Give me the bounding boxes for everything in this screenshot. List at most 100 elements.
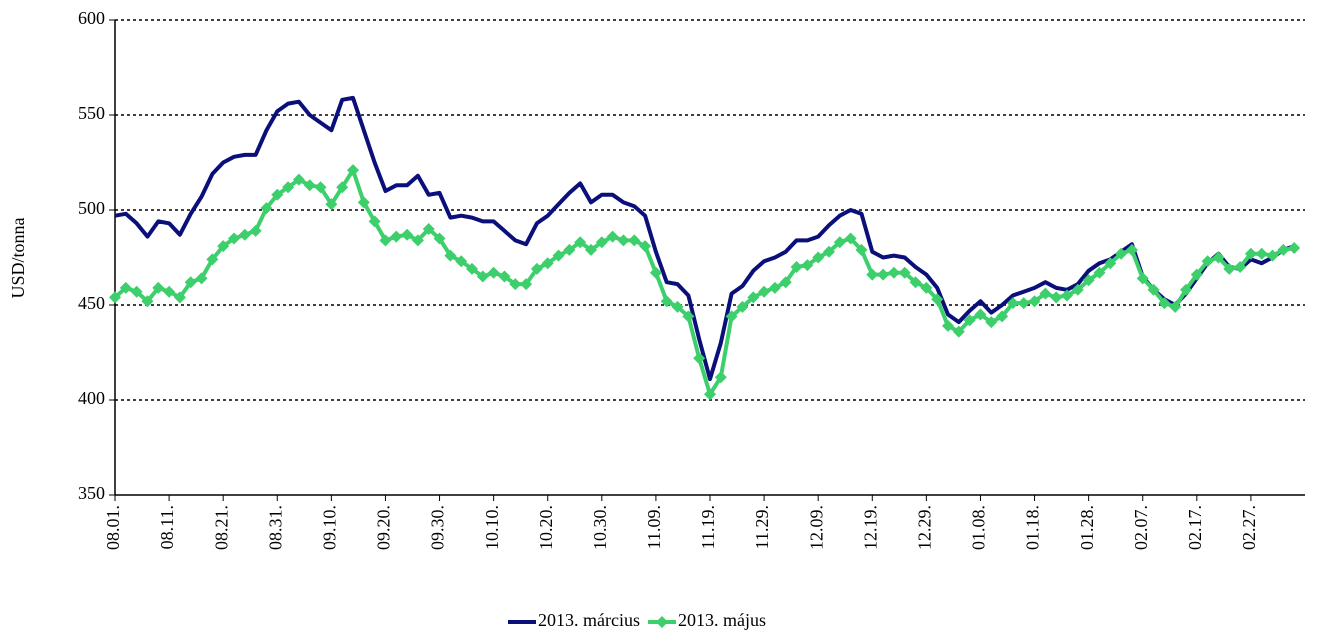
legend-marker — [655, 616, 668, 628]
series-marker — [1244, 247, 1257, 260]
series-marker — [996, 310, 1009, 323]
series-marker — [1136, 272, 1149, 285]
series-marker — [282, 181, 295, 194]
series-marker — [1169, 300, 1182, 313]
series-marker — [152, 281, 165, 294]
x-tick-label: 09.20. — [374, 505, 394, 550]
x-tick-label: 01.28. — [1077, 505, 1097, 550]
y-tick-label: 600 — [78, 8, 105, 28]
series-marker — [628, 234, 641, 247]
series-marker — [1223, 262, 1236, 275]
x-tick-label: 12.29. — [914, 505, 934, 550]
series-marker — [238, 228, 251, 241]
x-tick-label: 08.31. — [265, 505, 285, 550]
series-marker — [1028, 295, 1041, 308]
series-marker — [1180, 283, 1192, 296]
x-tick-label: 11.29. — [752, 505, 772, 549]
series-marker — [336, 181, 349, 194]
series-marker — [866, 268, 879, 281]
series-marker — [173, 291, 186, 304]
y-tick-label: 350 — [78, 483, 105, 503]
legend-label: 2013. március — [538, 610, 640, 630]
series-marker — [1190, 268, 1203, 281]
series-marker — [433, 232, 446, 245]
series-marker — [347, 164, 359, 177]
series-marker — [671, 300, 684, 313]
series-marker — [1201, 255, 1214, 268]
series-marker — [487, 266, 500, 279]
series-marker — [1288, 242, 1301, 254]
x-tick-label: 12.19. — [860, 505, 880, 550]
y-tick-label: 550 — [78, 103, 105, 123]
series-marker — [401, 228, 414, 241]
series-marker — [942, 319, 954, 332]
x-tick-label: 09.10. — [319, 505, 339, 550]
x-tick-label: 01.18. — [1023, 505, 1043, 550]
series-marker — [390, 230, 403, 243]
series-marker — [1071, 283, 1084, 296]
x-tick-label: 02.27. — [1239, 505, 1259, 550]
x-tick-label: 10.20. — [536, 505, 556, 550]
series-marker — [801, 259, 814, 272]
series-marker — [736, 300, 749, 313]
series-marker — [379, 234, 392, 247]
series-marker — [606, 230, 619, 243]
series-marker — [649, 266, 662, 279]
series-marker — [184, 276, 197, 289]
series-marker — [271, 188, 284, 201]
x-tick-label: 02.07. — [1131, 505, 1151, 550]
series-marker — [920, 281, 933, 294]
series-marker — [303, 179, 316, 192]
series-marker — [833, 236, 846, 249]
legend-label: 2013. május — [678, 610, 766, 630]
series-marker — [1115, 247, 1128, 260]
series-marker — [422, 223, 435, 235]
series-marker — [444, 249, 457, 262]
series-marker — [1266, 249, 1279, 262]
series-marker — [963, 314, 976, 327]
series-marker — [790, 261, 803, 273]
series-marker — [260, 202, 273, 215]
series-marker — [693, 352, 706, 365]
series-marker — [1277, 243, 1290, 256]
x-tick-label: 01.08. — [969, 505, 989, 550]
series-marker — [639, 240, 652, 253]
series-marker — [898, 266, 911, 279]
series-marker — [585, 243, 597, 256]
series-marker — [909, 276, 922, 289]
series-marker — [1017, 297, 1030, 310]
series-marker — [141, 295, 154, 308]
series-marker — [823, 245, 835, 258]
series-marker — [887, 266, 900, 279]
series-marker — [714, 371, 727, 384]
series-marker — [119, 281, 132, 294]
series-marker — [1255, 247, 1268, 260]
series-marker — [325, 198, 338, 211]
series-marker — [455, 255, 468, 268]
series-marker — [855, 243, 868, 256]
series-marker — [779, 276, 792, 289]
x-tick-label: 09.30. — [428, 505, 448, 550]
series-marker — [476, 270, 489, 283]
series-marker — [952, 325, 965, 338]
series-marker — [1234, 261, 1247, 273]
series-marker — [747, 291, 760, 304]
series-marker — [1104, 257, 1117, 270]
x-tick-label: 08.21. — [211, 505, 231, 550]
series-marker — [682, 310, 695, 323]
series-marker — [877, 268, 890, 281]
x-tick-label: 02.17. — [1185, 505, 1205, 550]
y-tick-label: 400 — [78, 388, 105, 408]
series-marker — [595, 236, 608, 249]
series-marker — [617, 234, 630, 247]
series-marker — [704, 388, 716, 401]
series-marker — [109, 291, 121, 304]
series-marker — [530, 262, 543, 275]
series-marker — [411, 234, 424, 247]
series-marker — [1039, 287, 1052, 300]
x-tick-label: 12.09. — [806, 505, 826, 550]
series-marker — [1082, 274, 1095, 287]
series-marker — [466, 262, 478, 275]
series-marker — [228, 232, 240, 245]
